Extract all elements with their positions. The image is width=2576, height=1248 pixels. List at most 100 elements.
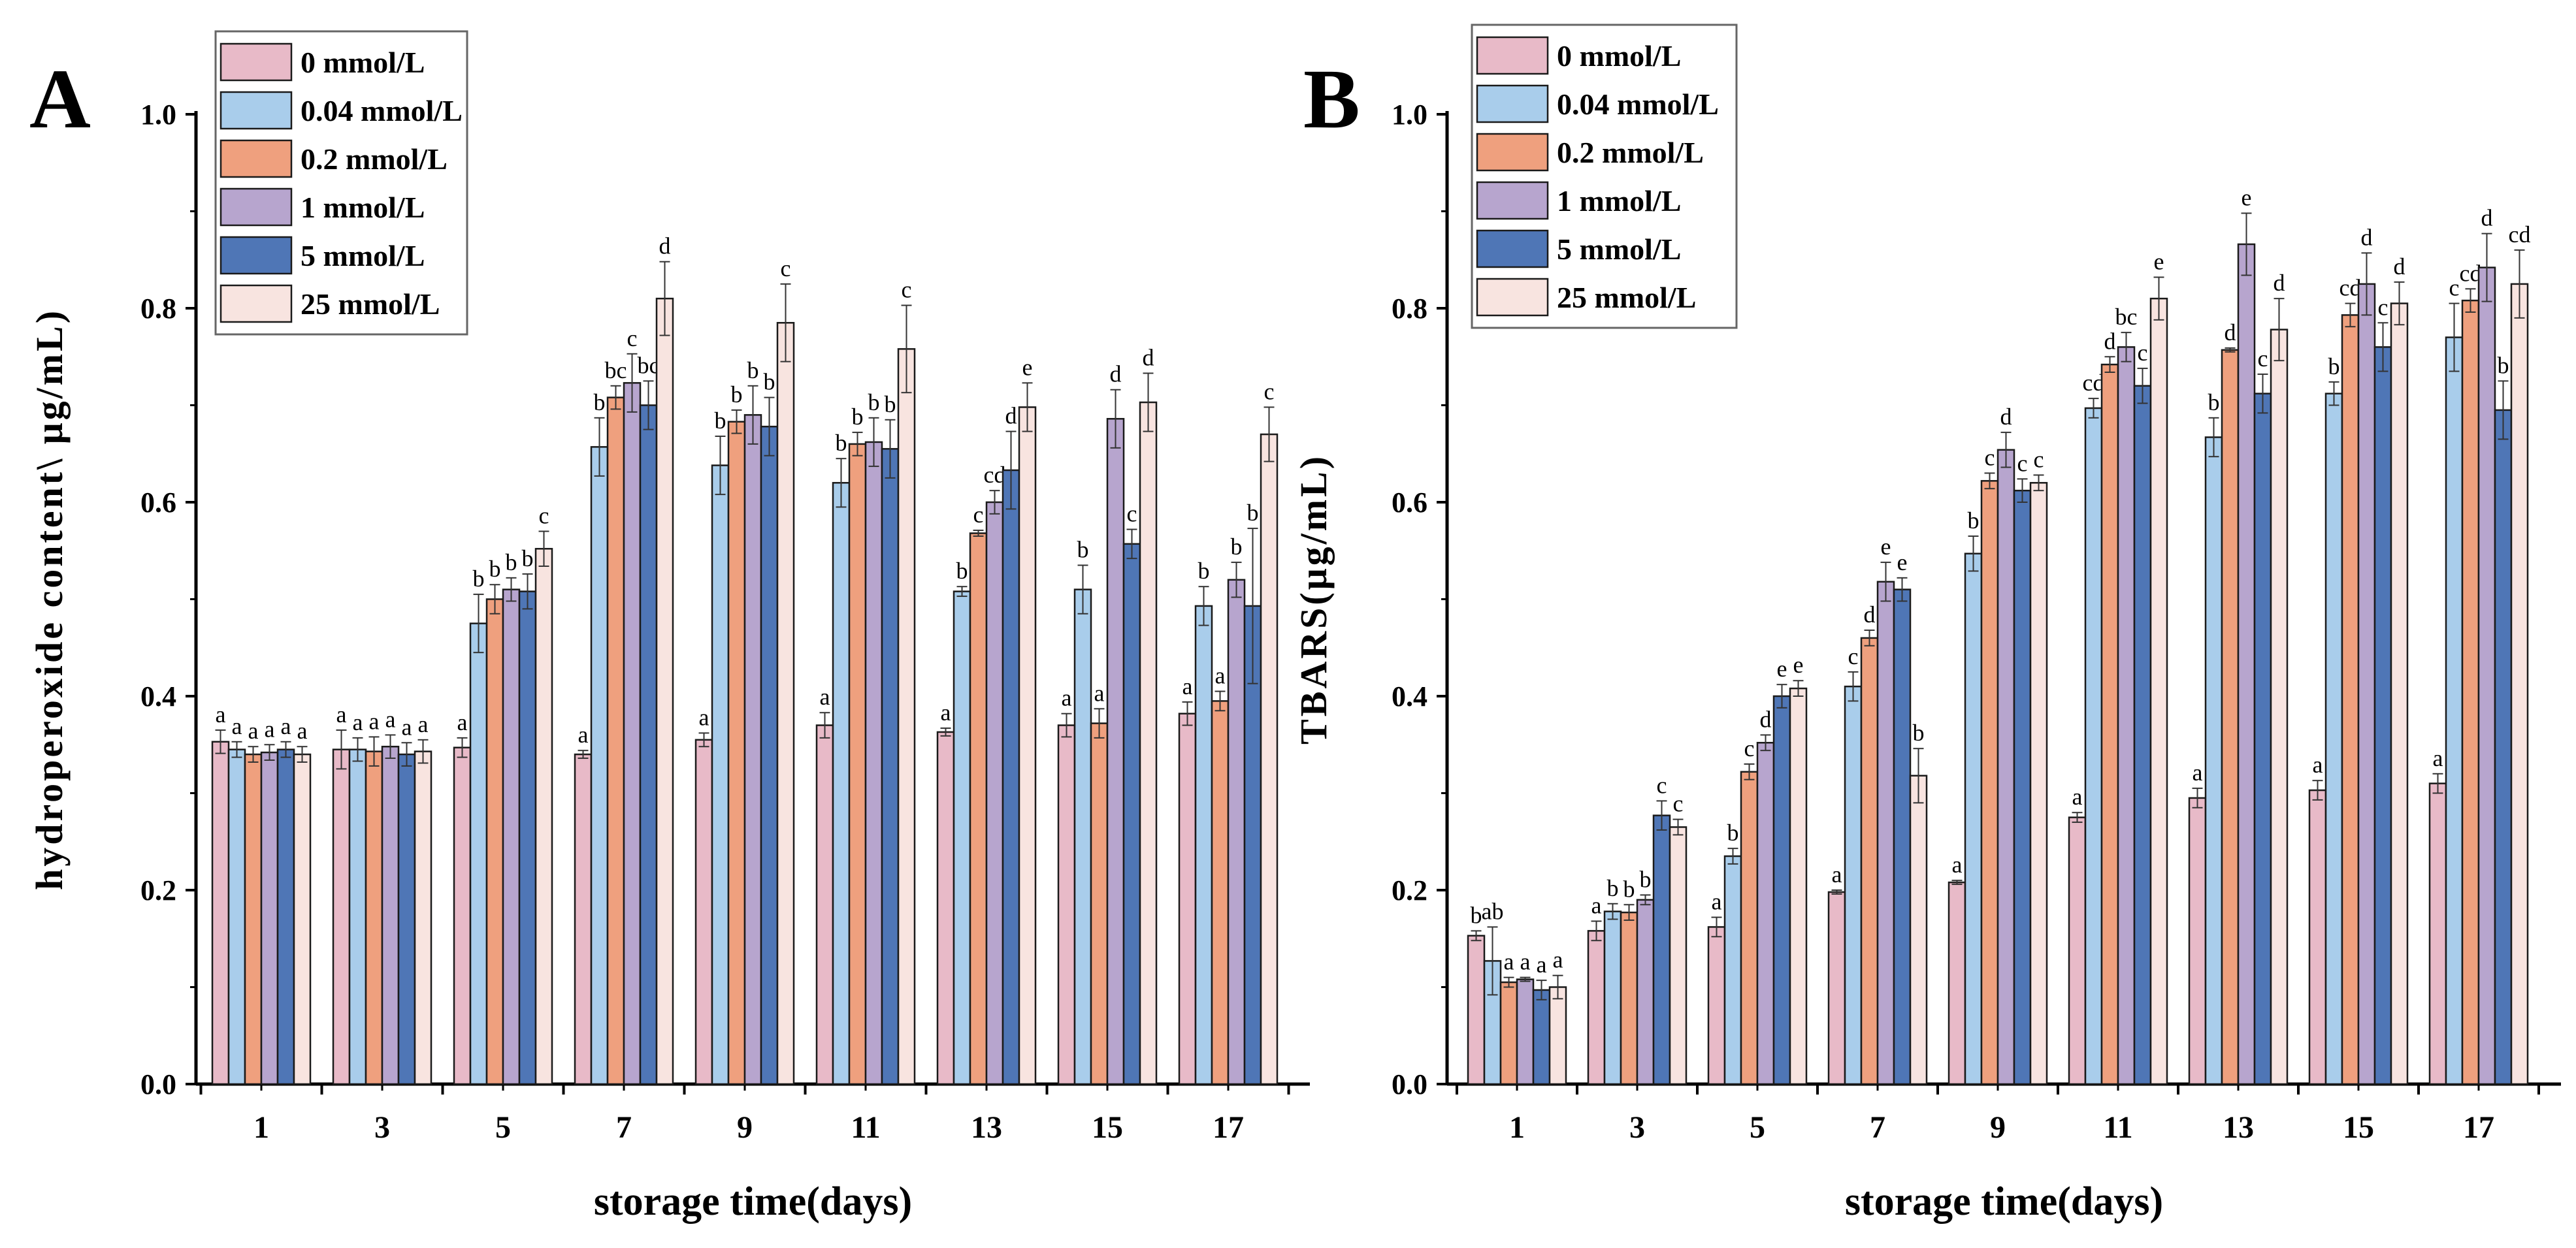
bar <box>485 598 504 1085</box>
significance-letter: a <box>1591 893 1602 919</box>
bar <box>1194 605 1213 1085</box>
significance-letter: c <box>627 325 638 351</box>
legend-box <box>214 30 468 336</box>
significance-letter: b <box>1640 866 1652 892</box>
significance-letter: b <box>1623 876 1635 902</box>
bar <box>1073 588 1092 1085</box>
bar <box>1844 685 1863 1085</box>
significance-letter: c <box>902 277 912 303</box>
significance-letter: a <box>297 718 308 744</box>
bar <box>1467 935 1486 1085</box>
legend-swatch <box>1476 36 1549 75</box>
bar <box>590 446 609 1085</box>
significance-letter: d <box>2481 205 2493 231</box>
significance-letter: e <box>1793 652 1804 678</box>
significance-letter: d <box>2274 270 2285 296</box>
bar <box>1057 724 1076 1085</box>
bar <box>2084 407 2103 1085</box>
bar <box>1587 930 1606 1085</box>
significance-letter: c <box>2138 340 2148 366</box>
y-tick-label: 0.8 <box>140 293 176 325</box>
bar <box>276 748 295 1085</box>
significance-letter: c <box>2034 446 2044 472</box>
bar <box>1139 401 1158 1085</box>
legend-label: 1 mmol/L <box>301 191 425 224</box>
bar <box>832 482 851 1085</box>
legend-box <box>1471 24 1738 329</box>
y-tick-label: 1.0 <box>140 99 176 131</box>
bar <box>639 404 658 1085</box>
significance-letter: a <box>2072 784 2083 810</box>
bar <box>2477 266 2496 1085</box>
bar <box>227 748 246 1085</box>
y-tick-label: 0.2 <box>1392 874 1427 906</box>
bar <box>2149 297 2168 1085</box>
significance-letter: d <box>2225 319 2236 345</box>
bar <box>365 750 383 1085</box>
legend-label: 25 mmol/L <box>1557 281 1696 314</box>
x-tick-label: 17 <box>2463 1110 2494 1145</box>
x-tick-label: 5 <box>1750 1110 1765 1145</box>
bar <box>574 753 593 1085</box>
significance-letter: a <box>216 701 226 728</box>
bar <box>985 501 1004 1085</box>
bar <box>2013 489 2032 1085</box>
bar <box>2068 816 2087 1085</box>
bar <box>1827 891 1846 1085</box>
significance-letter: a <box>1952 852 1963 878</box>
legend-label: 0 mmol/L <box>301 46 425 79</box>
bar <box>1893 588 1912 1085</box>
bar <box>1211 700 1230 1085</box>
bar <box>760 425 779 1085</box>
bar <box>694 739 713 1085</box>
significance-letter: e <box>2154 248 2164 274</box>
bar <box>711 464 730 1085</box>
significance-letter: a <box>353 709 363 735</box>
significance-letter: a <box>2313 752 2323 778</box>
y-tick-label: 0.6 <box>140 487 176 519</box>
significance-letter: a <box>402 714 412 740</box>
legend-label: 1 mmol/L <box>1557 184 1681 217</box>
bar <box>2221 349 2240 1085</box>
significance-letter: b <box>2328 353 2340 379</box>
significance-letter: d <box>2361 224 2373 250</box>
significance-letter: e <box>1881 534 1891 560</box>
significance-letter: c <box>973 502 984 528</box>
legend-label: 0.2 mmol/L <box>1557 136 1704 169</box>
significance-letter: b <box>473 566 485 592</box>
significance-letter: a <box>457 709 468 735</box>
x-tick-label: 9 <box>1990 1110 2006 1145</box>
y-tick-label: 0.4 <box>140 680 176 712</box>
bar <box>1002 469 1020 1085</box>
bar <box>2428 782 2447 1085</box>
significance-letter: b <box>489 556 501 582</box>
bar <box>2357 283 2376 1085</box>
bar <box>332 748 351 1085</box>
y-tick-label: 0.0 <box>140 1068 176 1100</box>
significance-letter: a <box>820 684 830 710</box>
bar <box>2308 789 2327 1085</box>
bar <box>776 322 795 1085</box>
significance-letter: a <box>1520 949 1531 975</box>
bar <box>1860 637 1879 1085</box>
bar <box>348 748 367 1085</box>
bar <box>2494 409 2513 1085</box>
significance-letter: b <box>764 369 775 395</box>
bar <box>2188 797 2207 1085</box>
significance-letter: b <box>1247 500 1259 526</box>
y-tick-label: 0.2 <box>140 874 176 906</box>
significance-letter: a <box>578 722 589 748</box>
significance-letter: d <box>1760 706 1772 732</box>
y-tick-label: 0.4 <box>1392 680 1427 712</box>
bar <box>1122 543 1141 1085</box>
x-tick-label: 17 <box>1213 1110 1244 1145</box>
bar <box>1756 742 1775 1085</box>
significance-letter: b <box>506 549 517 575</box>
panel-b: B0.00.20.40.60.81.01 3 5 7 9 11 13 15 17storage … <box>1292 24 2561 1224</box>
bar <box>897 348 916 1085</box>
bar <box>2510 283 2529 1085</box>
panel-label: B <box>1303 52 1360 146</box>
bar <box>2117 346 2136 1085</box>
x-tick-label: 13 <box>971 1110 1002 1145</box>
